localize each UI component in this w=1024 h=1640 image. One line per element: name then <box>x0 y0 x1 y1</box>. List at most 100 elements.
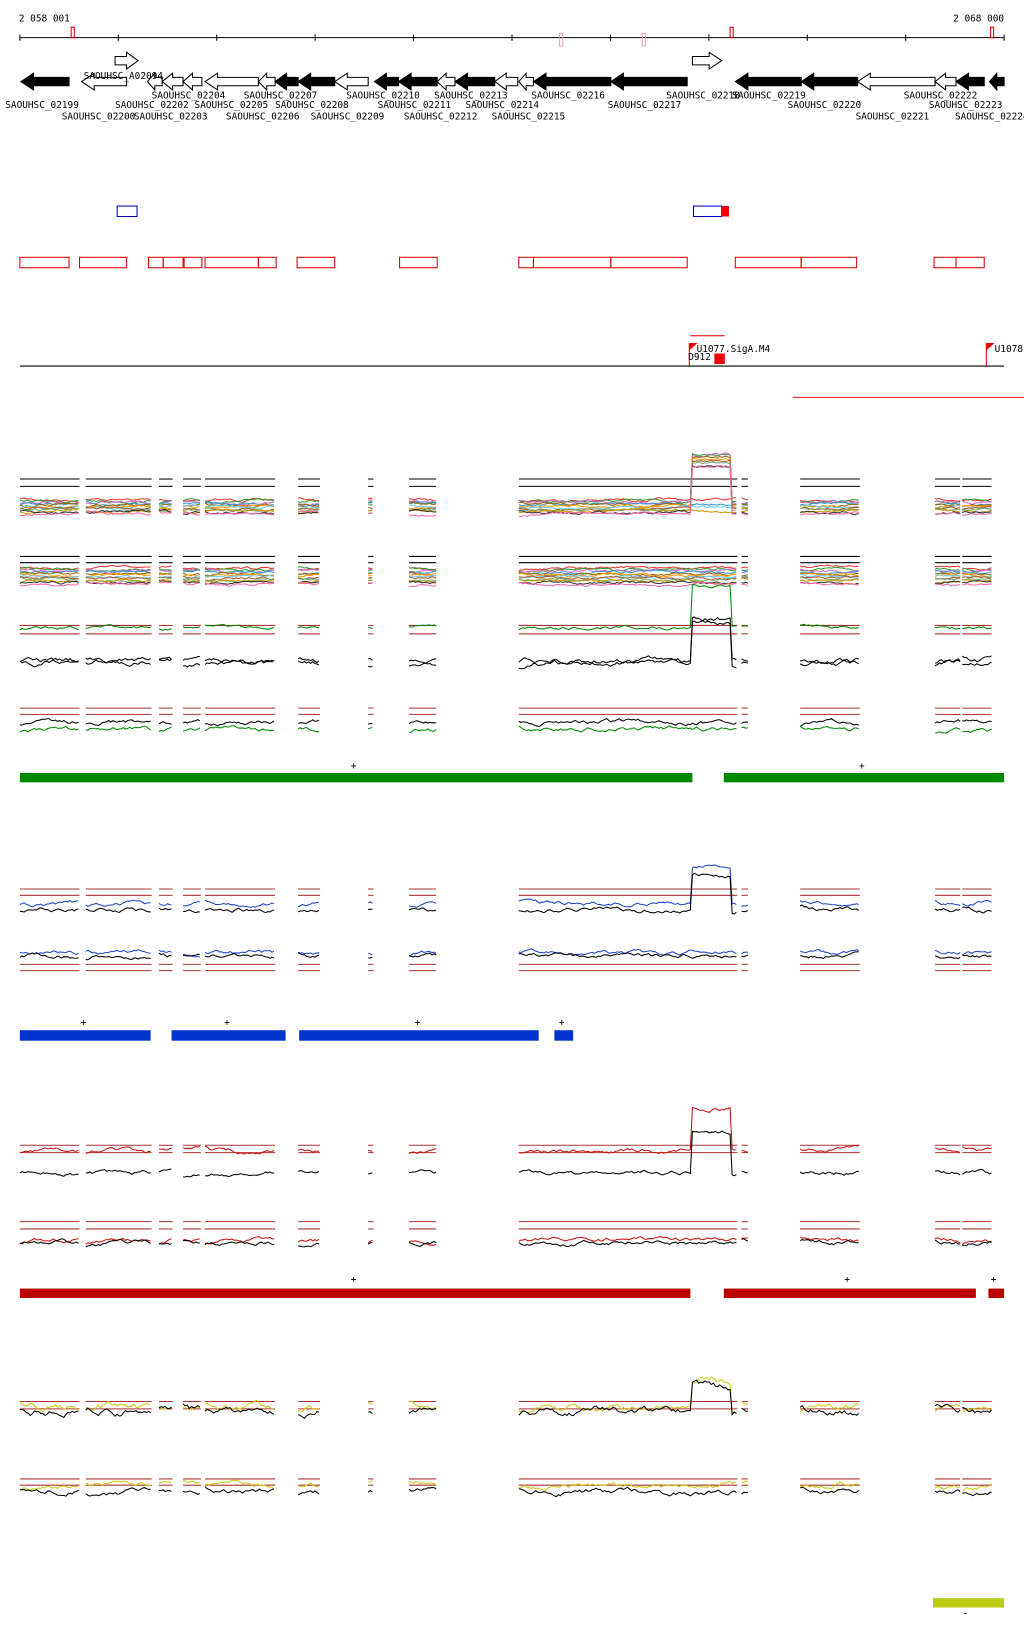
signal-trace <box>518 584 737 631</box>
signal-trace <box>518 575 737 581</box>
signal-trace <box>408 570 437 575</box>
signal-trace <box>367 1241 373 1245</box>
signal-trace <box>19 566 79 571</box>
signal-trace <box>741 505 749 507</box>
signal-trace <box>204 1399 275 1411</box>
gene-label: SAOUHSC_02222 <box>904 91 978 102</box>
signal-trace <box>799 578 859 583</box>
signal-trace <box>518 725 737 733</box>
signal-trace <box>182 1403 201 1410</box>
signal-trace <box>158 726 172 732</box>
signal-trace <box>297 1490 320 1496</box>
signal-trace <box>368 657 373 661</box>
signal-trace <box>518 1376 737 1414</box>
signal-trace <box>934 1237 961 1244</box>
signal-trace <box>158 1147 172 1151</box>
signal-trace <box>934 580 961 585</box>
signal-trace <box>158 1489 172 1493</box>
signal-trace <box>204 580 275 585</box>
signal-trace <box>408 497 437 502</box>
signal-trace <box>183 1174 200 1178</box>
signal-trace <box>297 951 320 955</box>
signal-trace <box>85 1400 151 1413</box>
signal-trace <box>182 575 200 579</box>
signal-trace <box>298 503 320 507</box>
signal-trace <box>934 719 961 724</box>
signal-trace <box>408 508 437 513</box>
signal-trace <box>741 721 748 724</box>
signal-trace <box>297 580 320 584</box>
gene-label: SAOUHSC_02221 <box>856 112 930 123</box>
signal-trace <box>182 497 200 502</box>
signal-trace <box>368 509 373 512</box>
signal-trace <box>19 507 79 512</box>
signal-trace <box>158 628 172 631</box>
gene-label: SAOUHSC_02219 <box>732 91 806 102</box>
gene-label: SAOUHSC_02224 <box>955 112 1024 123</box>
signal-trace <box>158 721 172 725</box>
feature-flag <box>689 343 698 351</box>
strand-label: + <box>351 1275 357 1286</box>
signal-trace <box>934 1403 961 1413</box>
signal-trace <box>962 1491 992 1497</box>
signal-trace <box>204 725 275 732</box>
signal-trace <box>204 949 275 955</box>
signal-trace <box>182 500 200 504</box>
signal-trace <box>368 723 373 725</box>
signal-trace <box>799 948 860 955</box>
signal-trace <box>368 574 373 577</box>
signal-trace <box>204 504 275 510</box>
signal-trace <box>741 1238 749 1242</box>
gene-label: SAOUHSC_02209 <box>311 112 385 123</box>
signal-trace <box>518 872 737 915</box>
signal-trace <box>297 1405 320 1413</box>
red-box <box>800 256 858 269</box>
gene-label: SAOUHSC_02200 <box>62 112 136 123</box>
strand-label: + <box>351 761 357 772</box>
signal-trace <box>182 663 201 668</box>
strand-label: + <box>859 761 865 772</box>
signal-trace <box>408 501 437 505</box>
red-track <box>723 1288 976 1298</box>
signal-trace <box>297 626 320 629</box>
signal-trace <box>962 728 992 734</box>
signal-trace <box>518 1236 737 1242</box>
signal-trace <box>934 508 961 513</box>
signal-trace <box>799 1404 860 1416</box>
blue-track <box>554 1030 574 1041</box>
signal-trace <box>158 1168 172 1173</box>
signal-trace <box>408 1148 437 1155</box>
signal-trace <box>741 1237 748 1240</box>
signal-trace <box>85 1169 151 1175</box>
signal-trace <box>800 566 859 572</box>
signal-trace <box>408 572 437 576</box>
signal-trace <box>961 1168 992 1175</box>
red-box <box>532 256 612 269</box>
red-box <box>518 256 534 269</box>
signal-trace <box>159 499 172 502</box>
signal-trace <box>367 952 373 956</box>
signal-trace <box>85 1487 151 1497</box>
signal-trace <box>408 901 437 908</box>
signal-trace <box>408 1480 437 1486</box>
signal-trace <box>297 1238 320 1243</box>
signal-trace <box>298 581 320 586</box>
signal-trace <box>368 582 373 584</box>
red-track <box>19 1288 691 1298</box>
signal-trace <box>518 567 737 574</box>
red-box <box>734 256 802 269</box>
signal-trace <box>85 1407 151 1417</box>
gene-label: SAOUHSC_02211 <box>378 100 452 111</box>
gene-label: SAOUHSC_02205 <box>195 100 269 111</box>
signal-trace <box>962 576 992 579</box>
signal-trace <box>934 907 961 913</box>
signal-trace <box>741 503 748 506</box>
signal-trace <box>741 954 749 958</box>
signal-trace <box>158 949 172 953</box>
signal-trace <box>934 500 961 504</box>
signal-trace <box>85 500 151 505</box>
signal-trace <box>800 573 859 580</box>
signal-trace <box>408 659 437 666</box>
signal-trace <box>961 1239 992 1246</box>
signal-trace <box>182 578 200 581</box>
